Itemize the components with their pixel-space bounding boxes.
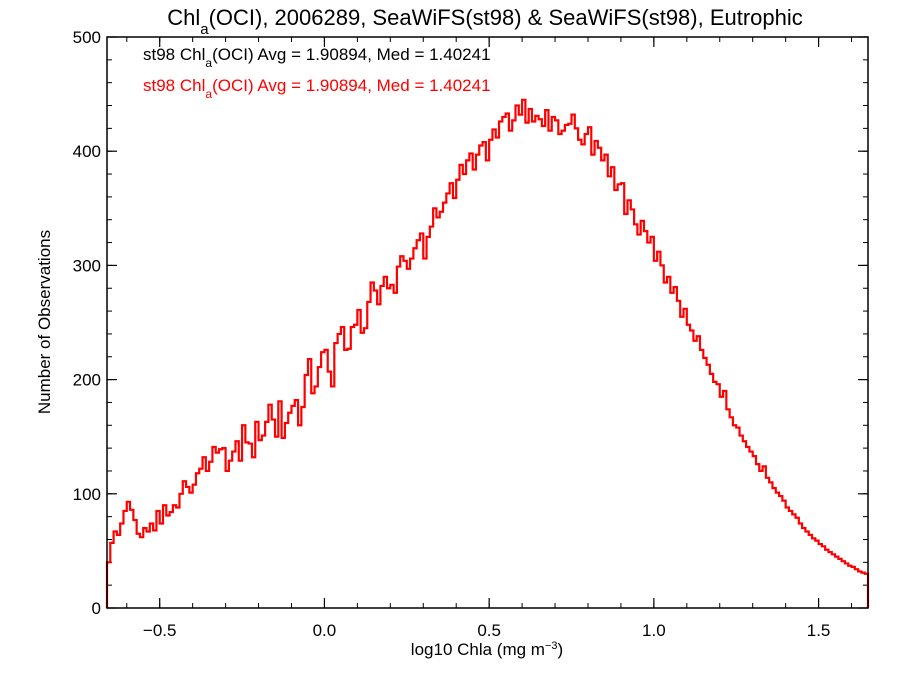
x-tick-label: 0.5 (477, 621, 501, 640)
y-tick-label: 400 (73, 142, 101, 161)
x-tick-label: −0.5 (143, 621, 177, 640)
histogram-series (105, 98, 870, 608)
x-tick-label: 1.0 (642, 621, 666, 640)
y-axis-label: Number of Observations (35, 230, 54, 414)
chart-annotations: st98 Chla(OCI) Avg = 1.90894, Med = 1.40… (143, 45, 491, 101)
y-tick-label: 200 (73, 371, 101, 390)
plot-area (105, 36, 870, 609)
chart-title: Chla(OCI), 2006289, SeaWiFS(st98) & SeaW… (167, 5, 803, 38)
x-tick-label: 0.0 (313, 621, 337, 640)
y-tick-labels: 0 100 200 300 400 500 (73, 28, 101, 618)
annotation-black: st98 Chla(OCI) Avg = 1.90894, Med = 1.40… (143, 45, 491, 70)
x-axis-label: log10 Chla (mg m−3) (411, 640, 563, 659)
y-tick-label: 500 (73, 28, 101, 47)
y-tick-label: 100 (73, 485, 101, 504)
x-tick-labels: −0.5 0.0 0.5 1.0 1.5 (143, 621, 830, 640)
y-tick-label: 300 (73, 256, 101, 275)
y-tick-label: 0 (92, 599, 101, 618)
annotation-red: st98 Chla(OCI) Avg = 1.90894, Med = 1.40… (143, 76, 491, 101)
x-tick-label: 1.5 (807, 621, 831, 640)
series-layer (105, 98, 870, 608)
plot-frame (106, 36, 869, 609)
